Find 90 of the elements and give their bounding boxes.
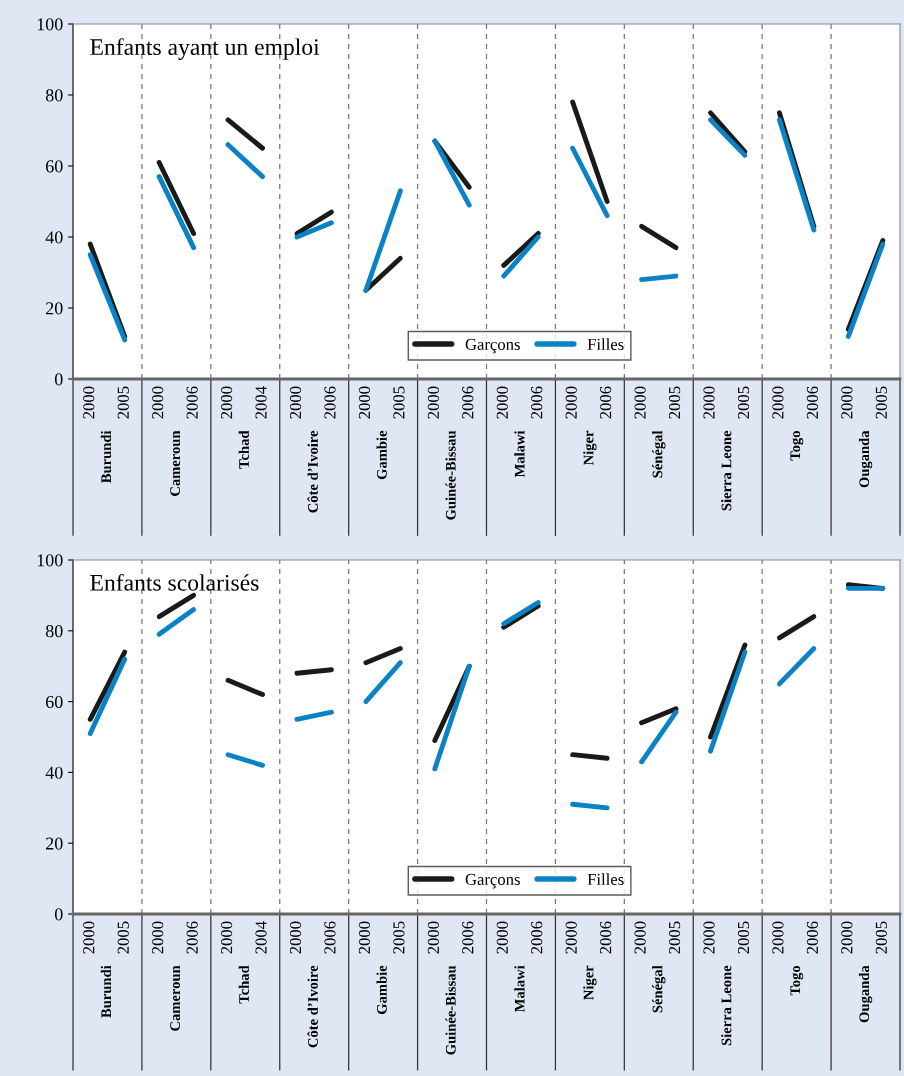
x-tick-label: 2000 (358, 921, 371, 954)
text: Tchad (238, 965, 249, 1004)
text: Sierra Leone (721, 430, 732, 511)
x-tick-label: 2000 (152, 921, 164, 954)
x-tick-label: 2000 (152, 386, 164, 419)
legend-label: Filles (587, 873, 624, 885)
text: Niger (583, 430, 597, 466)
x-tick-label: 2005 (393, 921, 405, 954)
y-tick-label: 80 (45, 625, 63, 638)
x-tick-label: 2000 (565, 921, 577, 954)
text: Ouganda (858, 965, 873, 1023)
x-tick-label: 2006 (531, 386, 543, 419)
text: Gambie (376, 430, 387, 480)
x-tick-label: 2006 (324, 386, 336, 419)
x-tick-label: 2006 (324, 921, 336, 954)
x-tick-label: 2006 (600, 921, 612, 954)
text: Sénégal (652, 965, 666, 1013)
x-tick-label: 2000 (289, 921, 302, 954)
chart-title: Enfants scolarisés (90, 573, 259, 591)
text: Guinée-Bissau (445, 430, 456, 520)
x-tick-label: 2005 (668, 921, 681, 954)
y-tick-label: 0 (54, 373, 63, 386)
x-tick-label: 2000 (565, 386, 577, 419)
text: Burundi (100, 430, 112, 483)
x-tick-label: 2006 (462, 921, 474, 954)
y-tick-label: 20 (46, 837, 63, 850)
y-tick-label: 40 (45, 231, 63, 244)
text: Burundi (100, 965, 112, 1018)
x-tick-label: 2000 (83, 386, 95, 419)
x-tick-label: 2004 (255, 921, 267, 954)
x-tick-label: 2000 (703, 386, 715, 419)
x-tick-label: 2000 (427, 921, 439, 954)
x-tick-label: 2000 (496, 921, 508, 954)
text: Togo (790, 965, 804, 996)
y-tick-label: 40 (45, 766, 63, 779)
y-tick-label: 100 (37, 554, 63, 567)
x-tick-label: 2005 (875, 921, 887, 954)
text: Gambie (376, 965, 387, 1015)
x-tick-label: 2005 (875, 386, 887, 419)
x-tick-label: 2000 (634, 921, 646, 954)
y-tick-label: 80 (45, 89, 63, 102)
text: Niger (583, 965, 597, 1000)
x-tick-label: 2000 (496, 386, 508, 419)
x-tick-label: 2005 (117, 921, 129, 954)
x-tick-label: 2005 (737, 921, 750, 954)
x-tick-label: 2006 (806, 386, 819, 419)
x-tick-label: 2000 (634, 386, 646, 419)
text: Cameroun (170, 965, 181, 1031)
x-tick-label: 2006 (186, 386, 198, 419)
y-tick-label: 60 (46, 160, 63, 173)
text: Sierra Leone (721, 965, 732, 1046)
text: Guinée-Bissau (445, 965, 456, 1055)
y-tick-label: 20 (46, 302, 63, 315)
text: Côte d’Ivoire (307, 430, 318, 513)
legend-label: Garçons (465, 873, 520, 889)
x-tick-label: 2000 (289, 386, 302, 419)
text: Malawi (514, 965, 525, 1013)
x-tick-label: 2006 (600, 386, 612, 419)
x-tick-label: 2000 (703, 921, 715, 954)
text: Togo (790, 431, 804, 461)
x-tick-label: 2006 (186, 921, 198, 954)
x-tick-label: 2006 (462, 386, 474, 419)
x-tick-label: 2000 (220, 386, 233, 419)
text: Cameroun (170, 430, 181, 496)
text: Ouganda (858, 430, 873, 488)
y-tick-label: 60 (46, 695, 63, 709)
x-tick-label: 2005 (737, 386, 750, 419)
x-tick-label: 2000 (772, 921, 784, 954)
x-tick-label: 2006 (531, 921, 543, 954)
y-tick-label: 0 (54, 908, 63, 921)
x-tick-label: 2005 (117, 386, 129, 419)
text: Tchad (238, 430, 249, 469)
x-tick-label: 2000 (427, 386, 439, 419)
legend-label: Garçons (465, 338, 520, 354)
x-tick-label: 2000 (220, 921, 233, 954)
x-tick-label: 2000 (841, 921, 853, 954)
x-tick-label: 2000 (358, 386, 371, 419)
legend-label: Filles (587, 338, 624, 350)
x-tick-label: 2000 (772, 386, 784, 419)
x-tick-label: 2004 (255, 386, 267, 419)
text: Côte d’Ivoire (307, 965, 318, 1048)
text: Enfants ayant un emploi (90, 38, 320, 60)
x-tick-label: 2000 (83, 921, 95, 954)
text: Malawi (514, 430, 525, 478)
x-tick-label: 2006 (806, 921, 819, 954)
x-tick-label: 2005 (668, 386, 681, 419)
x-tick-label: 2005 (393, 386, 405, 419)
y-tick-label: 100 (37, 18, 63, 31)
text: Sénégal (652, 430, 666, 478)
x-tick-label: 2000 (841, 386, 853, 419)
